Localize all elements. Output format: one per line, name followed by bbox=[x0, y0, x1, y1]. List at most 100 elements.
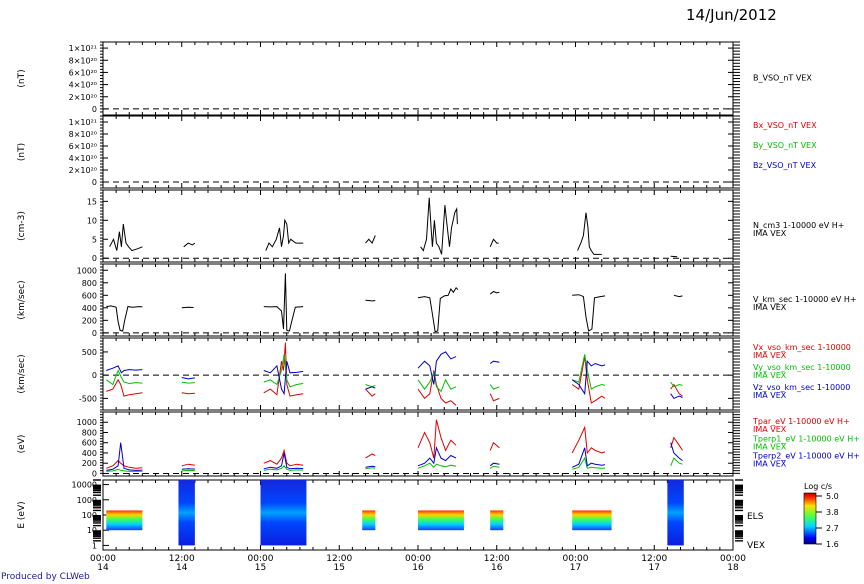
y-tick-label: 0 bbox=[92, 178, 97, 187]
y-axis-label: (nT) bbox=[17, 69, 27, 87]
series-line bbox=[106, 442, 143, 471]
series-line bbox=[571, 425, 606, 455]
y-axis-label: (nT) bbox=[17, 143, 27, 161]
x-tick-label: 12:00 bbox=[641, 554, 667, 564]
series-label: Vx_vso_km_sec 1-10000 bbox=[753, 343, 851, 352]
x-day-label: 18 bbox=[727, 563, 739, 573]
series-line bbox=[263, 361, 304, 396]
series-line bbox=[489, 393, 500, 402]
series-line bbox=[365, 453, 376, 459]
x-tick-label: 00:00 bbox=[563, 554, 589, 564]
series-line bbox=[577, 212, 602, 255]
series-line bbox=[106, 378, 143, 397]
panel-frame bbox=[102, 115, 734, 189]
y-tick-label: 1000 bbox=[77, 266, 97, 275]
series-sublabel: IMA VEX bbox=[753, 229, 787, 238]
series-label: Tperp1_eV 1-10000 eV H+ bbox=[752, 434, 860, 443]
series-line bbox=[365, 388, 376, 397]
series-line bbox=[365, 235, 376, 245]
series-sublabel: IMA VEX bbox=[753, 460, 787, 469]
series-line bbox=[106, 369, 143, 386]
produced-by-credit: Produced by CLWeb bbox=[1, 572, 90, 582]
series-line bbox=[181, 377, 195, 380]
y-tick-label: 200 bbox=[82, 316, 97, 325]
x-day-label: 14 bbox=[97, 563, 109, 573]
series-line bbox=[489, 290, 500, 295]
series-line bbox=[417, 351, 457, 385]
y-tick-label: 1000 bbox=[77, 418, 97, 427]
series-line bbox=[571, 447, 606, 468]
series-sublabel: IMA VEX bbox=[753, 371, 787, 380]
series-line bbox=[181, 381, 195, 384]
series-line bbox=[417, 446, 457, 467]
series-line bbox=[263, 465, 304, 471]
y-tick-label: 4×10²⁰ bbox=[69, 154, 97, 163]
series-line bbox=[181, 392, 195, 395]
y-tick-label: 2×10²⁰ bbox=[69, 93, 97, 102]
y-tick-label: 5 bbox=[92, 235, 97, 244]
spectrogram-block bbox=[490, 510, 504, 531]
series-line bbox=[673, 294, 683, 298]
series-line bbox=[263, 448, 304, 467]
x-tick-label: 00:00 bbox=[90, 554, 116, 564]
series-line bbox=[365, 299, 376, 302]
y-axis-label: E (eV) bbox=[17, 501, 27, 528]
spectrogram-block bbox=[260, 480, 307, 546]
y-tick-label: 500 bbox=[82, 348, 97, 357]
series-line bbox=[670, 436, 683, 451]
series-label: Vz_vso_km_sec 1-10000 bbox=[753, 383, 850, 392]
y-axis-label: (eV) bbox=[17, 435, 27, 454]
x-tick-label: 12:00 bbox=[326, 554, 352, 564]
x-day-label: 14 bbox=[176, 563, 188, 573]
series-line bbox=[489, 441, 500, 451]
spectrogram-block bbox=[667, 480, 684, 546]
series-label: Bz_VSO_nT VEX bbox=[753, 161, 817, 170]
y-tick-label: 1×10²¹ bbox=[69, 44, 97, 53]
colorbar-tick-label: 2.7 bbox=[826, 524, 839, 533]
y-tick-label: 6×10²⁰ bbox=[69, 142, 97, 151]
y-tick-label: 4×10²⁰ bbox=[69, 81, 97, 90]
spectrogram-block bbox=[106, 510, 143, 531]
colorbar-title: Log c/s bbox=[804, 482, 832, 491]
x-tick-label: 12:00 bbox=[169, 554, 195, 564]
y-axis-label: (km/sec) bbox=[17, 280, 27, 319]
colorbar-tick-label: 3.8 bbox=[826, 508, 839, 517]
colorbar bbox=[803, 492, 817, 545]
series-line bbox=[572, 294, 606, 332]
series-sublabel: IMA VEX bbox=[753, 303, 787, 312]
y-tick-label: 8×10²⁰ bbox=[69, 130, 97, 139]
series-sublabel: IMA VEX bbox=[753, 351, 787, 360]
series-line bbox=[106, 459, 143, 469]
x-day-label: 17 bbox=[649, 563, 660, 573]
colorbar-tick-label: 1.6 bbox=[826, 540, 839, 549]
y-tick-label: -500 bbox=[79, 394, 97, 403]
y-tick-label: 10 bbox=[87, 216, 97, 225]
series-label: Bx_VSO_nT VEX bbox=[753, 121, 817, 130]
panel-frame bbox=[102, 411, 734, 477]
y-tick-label: 0 bbox=[92, 469, 97, 478]
y-tick-label: 0 bbox=[92, 371, 97, 380]
y-tick-label: 100 bbox=[82, 511, 97, 520]
series-line bbox=[489, 238, 499, 248]
panel-frame bbox=[102, 189, 734, 263]
y-tick-label: 8×10²⁰ bbox=[69, 56, 97, 65]
series-line bbox=[265, 218, 304, 251]
series-label: Tperp2_eV 1-10000 eV H+ bbox=[752, 452, 860, 461]
series-line bbox=[489, 462, 500, 467]
series-line bbox=[670, 383, 683, 397]
series-sublabel: IMA VEX bbox=[753, 391, 787, 400]
series-line bbox=[489, 360, 500, 364]
series-line bbox=[181, 463, 195, 467]
series-line bbox=[417, 462, 457, 469]
y-tick-label: 800 bbox=[82, 428, 97, 437]
series-line bbox=[365, 467, 376, 470]
y-tick-label: 10 bbox=[87, 526, 97, 535]
series-line bbox=[489, 465, 500, 469]
plot-date: 14/Jun/2012 bbox=[686, 6, 777, 24]
y-axis-label: (km/sec) bbox=[17, 354, 27, 393]
y-tick-label: 0 bbox=[92, 329, 97, 338]
x-tick-label: 00:00 bbox=[248, 554, 274, 564]
series-label: Vy_vso_km_sec 1-10000 bbox=[753, 363, 851, 372]
colorbar-tick-label: 5.0 bbox=[826, 492, 839, 501]
series-line bbox=[365, 386, 376, 390]
